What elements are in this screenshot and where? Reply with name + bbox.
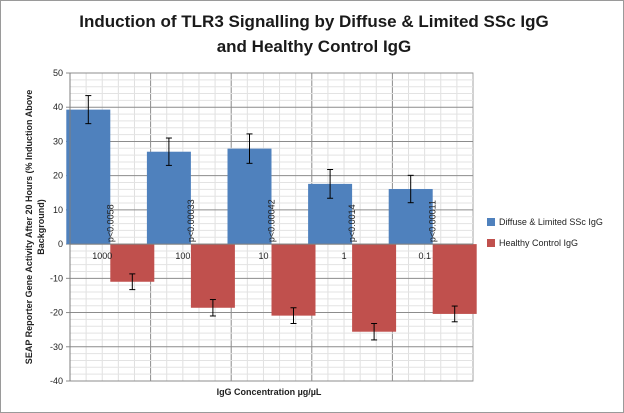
y-axis-ticks: -40 -30 -20 -10 0 10 20 30 40 50 [50,68,70,386]
ssc-igg-bar-10 [227,148,272,245]
y-tick-label: 40 [53,102,63,112]
y-axis-label-line-1: SEAP Reporter Gene Activity After 20 Hou… [24,90,34,364]
legend-swatch-ssc-igg [487,218,495,226]
p-value-label-10: p<0.00042 [267,199,277,242]
category-label-10: 10 [258,251,268,261]
healthy-control-igg-bar-1 [352,244,397,332]
x-axis-label: IgG Concentration µg/µL [217,387,322,397]
y-tick-label: 30 [53,136,63,146]
category-label-1: 1 [342,251,347,261]
legend: Diffuse & Limited SSc IgG Healthy Control… [487,217,603,248]
p-value-label-1000: p<0.0058 [105,204,115,242]
p-value-label-0.1: p<0.00011 [428,200,438,242]
y-axis-label: SEAP Reporter Gene Activity After 20 Hou… [24,90,46,364]
category-label-100: 100 [175,251,190,261]
p-value-label-100: p<0.00033 [186,199,196,242]
chart-title-line-2: and Healthy Control IgG [217,37,412,56]
y-tick-label: -10 [50,273,63,283]
x-axis-categories: 1000 100 10 1 0.1 [92,251,431,261]
chart-title: Induction of TLR3 Signalling by Diffuse … [79,12,548,56]
y-axis-label-line-2: Background) [36,199,46,255]
p-value-label-1: p<0.0014 [347,204,357,242]
category-label-0.1: 0.1 [418,251,431,261]
y-tick-label: 20 [53,171,63,181]
y-tick-label: -20 [50,308,63,318]
healthy-control-igg-bar-10 [271,244,316,316]
legend-label-ssc-igg: Diffuse & Limited SSc IgG [499,217,603,227]
y-tick-label: 0 [58,239,63,249]
chart-title-line-1: Induction of TLR3 Signalling by Diffuse … [79,12,548,31]
y-tick-label: 10 [53,205,63,215]
healthy-control-igg-bar-100 [190,244,235,308]
y-tick-label: -40 [50,376,63,386]
y-tick-label: 50 [53,68,63,78]
p-value-labels: p<0.0058 p<0.00033 p<0.00042 p<0.0014 p<0.00… [105,199,437,242]
ssc-igg-bar-100 [146,151,191,245]
category-label-1000: 1000 [92,251,112,261]
y-tick-label: -30 [50,342,63,352]
error-bars [85,95,458,341]
legend-swatch-healthy-control [487,239,495,247]
healthy-control-igg-bar-0.1 [432,244,477,314]
legend-label-healthy-control: Healthy Control IgG [499,238,578,248]
ssc-igg-bar-1000 [66,109,111,245]
axes [69,73,473,381]
